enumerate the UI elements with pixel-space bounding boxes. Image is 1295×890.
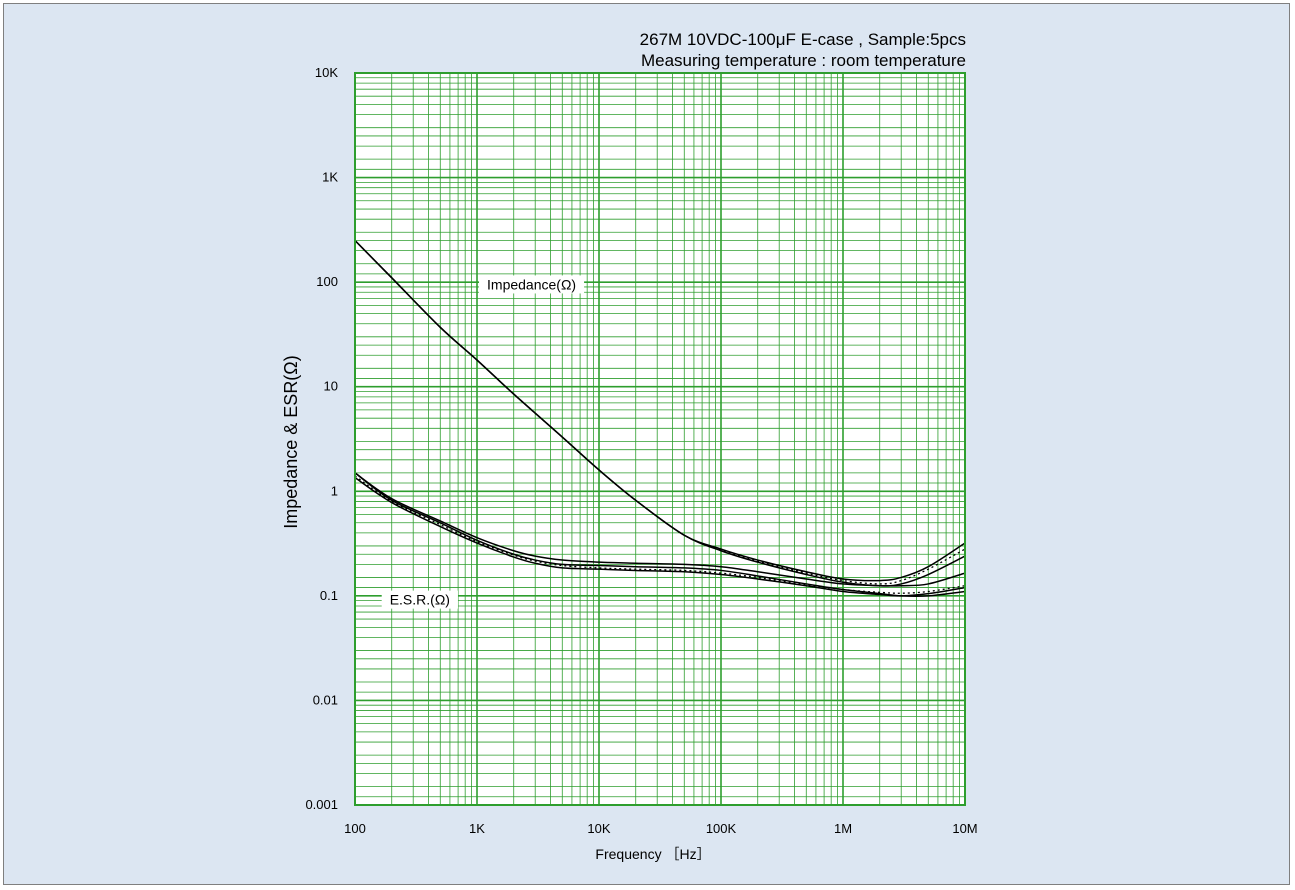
- y-tick-label: 1: [331, 483, 338, 498]
- y-axis-label: Impedance & ESR(Ω): [281, 355, 301, 529]
- annotation-bg: [479, 275, 585, 294]
- annotation-text: E.S.R.(Ω): [390, 592, 450, 608]
- chart-panel: 267M 10VDC-100μF E-case , Sample:5pcs Me…: [3, 3, 1290, 885]
- esr-curve: [354, 472, 966, 587]
- chart-title-line-2: Measuring temperature : room temperature: [641, 51, 966, 70]
- x-tick-label: 100: [344, 821, 366, 836]
- impedance-curve: [354, 240, 966, 585]
- plot-area: [355, 73, 965, 805]
- esr-curve: [354, 477, 966, 597]
- y-tick-label: 10: [324, 379, 338, 394]
- x-tick-label: 10K: [587, 821, 610, 836]
- esr-curve: [354, 472, 966, 598]
- x-tick-label: 10M: [952, 821, 977, 836]
- impedance-esr-chart: 267M 10VDC-100μF E-case , Sample:5pcs Me…: [281, 30, 978, 862]
- y-tick-label: 0.1: [320, 588, 338, 603]
- y-tick-label: 1K: [322, 170, 338, 185]
- annotation: E.S.R.(Ω): [381, 590, 458, 609]
- annotation-bg: [381, 590, 458, 609]
- y-tick-label: 0.01: [313, 692, 338, 707]
- annotation-text: Impedance(Ω): [487, 276, 576, 292]
- esr-curve: [354, 475, 966, 594]
- y-tick-label: 100: [316, 274, 338, 289]
- annotations: Impedance(Ω) E.S.R.(Ω): [381, 275, 585, 609]
- y-tick-labels: 10K 1K 100 10 1 0.1 0.01 0.001: [305, 65, 338, 812]
- x-tick-label: 1K: [469, 821, 485, 836]
- chart-title-line-1: 267M 10VDC-100μF E-case , Sample:5pcs: [640, 30, 966, 49]
- y-tick-label: 10K: [315, 65, 338, 80]
- x-tick-labels: 100 1K 10K 100K 1M 10M: [344, 821, 978, 836]
- series-group: [354, 240, 966, 598]
- plot-frame: [354, 72, 966, 806]
- x-tick-label: 1M: [834, 821, 852, 836]
- x-axis-label: Frequency ［Hz］: [595, 846, 710, 862]
- y-tick-label: 0.001: [305, 797, 338, 812]
- x-tick-label: 100K: [706, 821, 737, 836]
- grid: [354, 73, 965, 806]
- annotation: Impedance(Ω): [479, 275, 585, 294]
